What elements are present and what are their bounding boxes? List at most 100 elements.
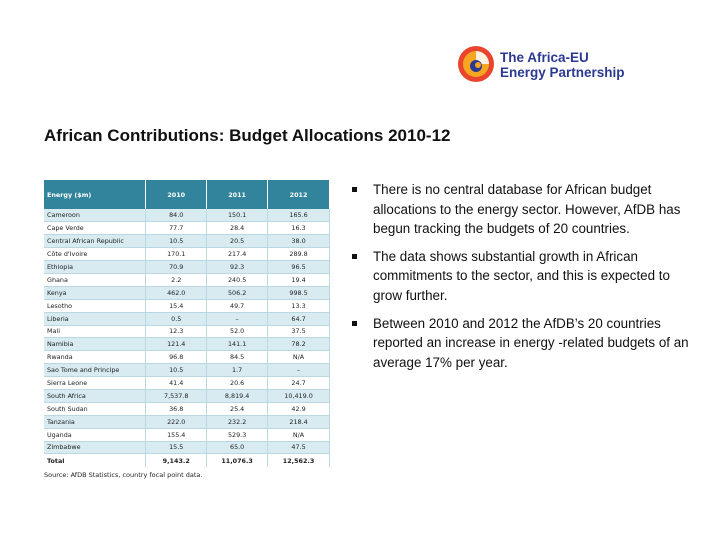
cell-country: Mali <box>44 325 147 339</box>
table-row: Cape Verde 77.7 28.4 16.3 <box>44 221 330 236</box>
table-row: Kenya 462.0 506.2 998.5 <box>44 286 330 300</box>
cell-value-2011: 1.7 <box>206 363 269 378</box>
table-source-note: Source: AfDB Statistics, country focal p… <box>44 470 203 479</box>
table-row: Liberia 0.5–64.7 <box>44 312 330 326</box>
bullet-item: Between 2010 and 2012 the AfDB’s 20 coun… <box>352 314 692 373</box>
column-header-2010: 2010 <box>145 180 208 209</box>
cell-value-2012: 24.7 <box>267 376 330 390</box>
cell-value-2011: 52.0 <box>206 325 269 339</box>
cell-value-2010: 77.7 <box>145 221 208 236</box>
cell-country: South Africa <box>44 389 147 403</box>
table-total-row: Total 9,143.2 11,076.3 12,562.3 <box>44 453 330 467</box>
table-row: Sao Tome and Principe 10.5 1.7– <box>44 363 330 378</box>
logo-line-2: Energy Partnership <box>500 65 625 80</box>
cell-country: Zimbabwe <box>44 441 147 455</box>
cell-total-value-2010: 9,143.2 <box>145 453 208 467</box>
square-bullet-icon <box>352 320 357 326</box>
cell-value-2010: 10.5 <box>145 234 208 249</box>
table-row: Tanzania 222.0 232.2 218.4 <box>44 415 330 429</box>
cell-total-label: Total <box>44 453 147 467</box>
cell-value-2010: 222.0 <box>145 415 208 429</box>
cell-value-2012: 218.4 <box>267 415 330 429</box>
cell-country: Namibia <box>44 337 147 352</box>
table-row: Mali 12.3 52.0 37.5 <box>44 325 330 339</box>
table-row: Central African Republic 10.5 20.5 38.0 <box>44 234 330 249</box>
table-row: Ghana 2.2 240.5 19.4 <box>44 273 330 287</box>
cell-value-2011: 150.1 <box>206 209 269 223</box>
table-row: Rwanda 96.8 84.5 N/A <box>44 350 330 365</box>
cell-value-2011: 20.5 <box>206 234 269 249</box>
cell-country: Cape Verde <box>44 221 147 236</box>
cell-value-2011: 92.3 <box>206 260 269 274</box>
cell-value-2012: 47.5 <box>267 441 330 455</box>
cell-value-2012: 38.0 <box>267 234 330 249</box>
cell-value-2010: 12.3 <box>145 325 208 339</box>
cell-value-2011: 8,819.4 <box>206 389 269 403</box>
table-row: Uganda 155.4 529.3 N/A <box>44 428 330 442</box>
cell-country: Central African Republic <box>44 234 147 249</box>
cell-country: Tanzania <box>44 415 147 429</box>
slide-title: African Contributions: Budget Allocation… <box>44 126 451 145</box>
cell-country: Ethiopia <box>44 260 147 274</box>
cell-value-2011: 20.6 <box>206 376 269 390</box>
cell-country: Liberia <box>44 312 147 326</box>
cell-value-2010: 96.8 <box>145 350 208 365</box>
cell-value-2011: – <box>206 312 269 326</box>
cell-value-2012: 19.4 <box>267 273 330 287</box>
cell-value-2011: 49.7 <box>206 299 269 313</box>
cell-country: Uganda <box>44 428 147 442</box>
cell-value-2012: – <box>267 363 330 378</box>
africa-eu-logo: The Africa-EU Energy Partnership <box>456 44 626 88</box>
cell-value-2012: 42.9 <box>267 402 330 416</box>
energy-partnership-emblem-icon <box>458 46 494 82</box>
cell-value-2012: N/A <box>267 350 330 365</box>
cell-value-2010: 15.4 <box>145 299 208 313</box>
bullet-list: There is no central database for African… <box>352 180 692 380</box>
cell-value-2012: 289.8 <box>267 247 330 262</box>
cell-value-2010: 36.8 <box>145 402 208 416</box>
cell-country: Lesotho <box>44 299 147 313</box>
table-row: Cameroon 84.0 150.1 165.6 <box>44 209 330 223</box>
table-header-row: Energy ($m) 2010 2011 2012 <box>44 180 330 209</box>
cell-total-value-2012: 12,562.3 <box>267 453 330 467</box>
cell-value-2010: 84.0 <box>145 209 208 223</box>
cell-value-2011: 141.1 <box>206 337 269 352</box>
cell-value-2012: N/A <box>267 428 330 442</box>
cell-country: Sierra Leone <box>44 376 147 390</box>
table-row: Zimbabwe 15.5 65.0 47.5 <box>44 441 330 455</box>
logo-wordmark: The Africa-EU Energy Partnership <box>500 50 625 80</box>
bullet-text: There is no central database for African… <box>373 182 681 237</box>
table-row: Namibia 121.4 141.1 78.2 <box>44 337 330 352</box>
cell-country: Sao Tome and Principe <box>44 363 147 378</box>
table-row: Sierra Leone 41.4 20.6 24.7 <box>44 376 330 390</box>
column-header-2012: 2012 <box>267 180 330 209</box>
cell-value-2012: 10,419.0 <box>267 389 330 403</box>
cell-value-2012: 16.3 <box>267 221 330 236</box>
cell-value-2010: 2.2 <box>145 273 208 287</box>
cell-value-2012: 13.3 <box>267 299 330 313</box>
cell-value-2011: 65.0 <box>206 441 269 455</box>
cell-value-2010: 462.0 <box>145 286 208 300</box>
logo-line-1: The Africa-EU <box>500 50 589 65</box>
cell-value-2011: 28.4 <box>206 221 269 236</box>
cell-value-2010: 121.4 <box>145 337 208 352</box>
cell-value-2012: 96.5 <box>267 260 330 274</box>
cell-value-2011: 25.4 <box>206 402 269 416</box>
cell-country: Ghana <box>44 273 147 287</box>
table-row: Lesotho 15.4 49.7 13.3 <box>44 299 330 313</box>
table-row: Ethiopia 70.9 92.3 96.5 <box>44 260 330 274</box>
cell-value-2012: 37.5 <box>267 325 330 339</box>
bullet-item: There is no central database for African… <box>352 180 692 239</box>
budget-allocations-table: Energy ($m) 2010 2011 2012 Cameroon 84.0 1… <box>44 180 330 467</box>
cell-value-2012: 78.2 <box>267 337 330 352</box>
cell-value-2012: 165.6 <box>267 209 330 223</box>
cell-country: Kenya <box>44 286 147 300</box>
cell-value-2010: 155.4 <box>145 428 208 442</box>
cell-value-2010: 7,537.8 <box>145 389 208 403</box>
table-row: South Africa 7,537.8 8,819.4 10,419.0 <box>44 389 330 403</box>
cell-value-2012: 998.5 <box>267 286 330 300</box>
cell-value-2010: 10.5 <box>145 363 208 378</box>
cell-value-2011: 84.5 <box>206 350 269 365</box>
cell-value-2010: 70.9 <box>145 260 208 274</box>
table-row: South Sudan 36.8 25.4 42.9 <box>44 402 330 416</box>
